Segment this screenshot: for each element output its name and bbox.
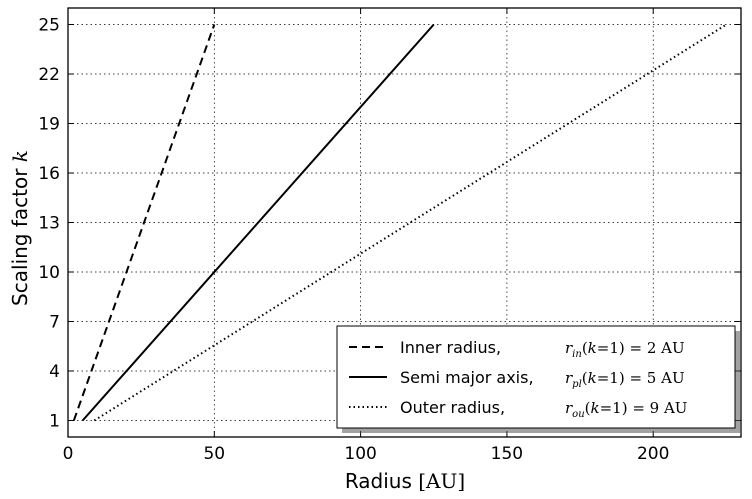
y-axis-label: Scaling factor k [8,150,32,306]
x-tick-label: 50 [203,444,225,464]
series-lines [72,23,727,422]
y-tick-label: 7 [49,313,60,333]
x-tick-label: 0 [63,444,74,464]
x-axis-label: Radius [AU] [345,469,465,493]
legend-label-outer: Outer radius, [400,398,505,417]
y-tick-label: 13 [38,214,60,234]
legend: Inner radius, rin(k=1) = 2 AU Semi major… [336,325,740,433]
series-line-inner-radius [72,24,216,421]
y-tick-label: 1 [49,412,60,432]
y-axis-variable: k [8,150,32,162]
series-line-semi-major-axis [81,23,435,422]
legend-box [336,325,736,429]
y-axis-label-text: Scaling factor [8,168,32,306]
y-tick-label: 25 [38,16,60,36]
legend-eq-inner: rin(k=1) = 2 AU [565,339,685,360]
y-tick-label: 10 [38,263,60,283]
x-axis-unit: [AU] [418,469,465,493]
y-tick-label: 4 [49,362,60,382]
x-tick-label: 200 [637,444,669,464]
legend-eq-semi-major: rpl(k=1) = 5 AU [565,369,685,390]
y-tick-label: 16 [38,164,60,184]
legend-eq-outer: rou(k=1) = 9 AU [565,399,687,420]
series-line-outer-radius [93,23,727,422]
y-tick-label: 19 [38,115,60,135]
legend-label-inner: Inner radius, [400,338,501,357]
x-tick-label: 100 [344,444,376,464]
x-tick-label: 150 [491,444,523,464]
x-axis-label-text: Radius [345,469,412,493]
legend-label-semi-major: Semi major axis, [400,368,534,387]
y-tick-label: 22 [38,65,60,85]
axis-ticks: 0 50 100 150 200 1 4 7 10 13 16 19 22 25 [38,8,741,464]
